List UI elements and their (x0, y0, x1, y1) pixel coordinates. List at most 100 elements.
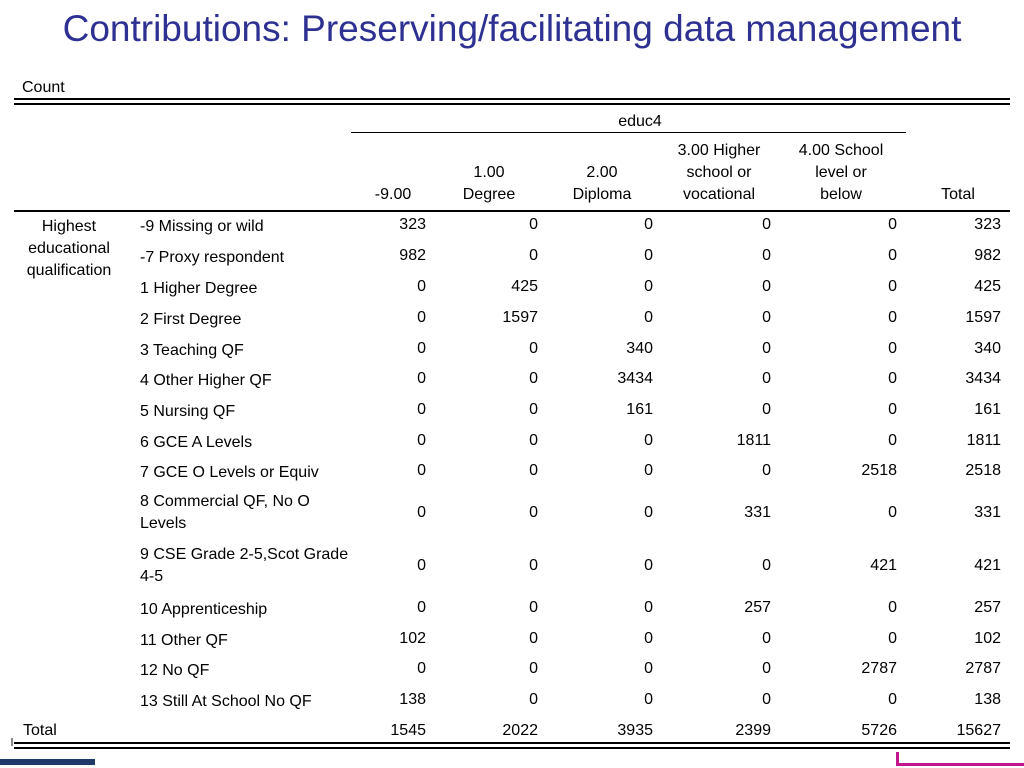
table-cell: 161 (974, 401, 1001, 418)
table-cell: 0 (644, 432, 653, 449)
table-cell: 0 (529, 340, 538, 357)
table-cell: 1597 (965, 309, 1001, 326)
table-cell: 2518 (965, 462, 1001, 479)
column-header-line: vocational (682, 186, 756, 203)
column-header-line: 2.00 (586, 164, 618, 181)
table-cell: 0 (762, 462, 771, 479)
row-label: 11 Other QF (140, 632, 228, 649)
column-header-line: 4.00 School (798, 142, 884, 159)
table-cell: 161 (626, 401, 653, 418)
column-header-line: Diploma (572, 186, 632, 203)
table-cell: 340 (626, 340, 653, 357)
table-cell: 0 (644, 504, 653, 521)
table-cell: 323 (974, 216, 1001, 233)
row-group-label: Highest educational qualification (14, 216, 124, 282)
table-cell: 1811 (966, 432, 1001, 449)
table-cell: 0 (644, 309, 653, 326)
table-cell: 0 (529, 462, 538, 479)
table-cell: 0 (888, 432, 897, 449)
row-label: 8 Commercial QF, No O Levels (140, 493, 310, 532)
total-cell: 2022 (502, 722, 538, 739)
table-row: 12 No QF 0 0 0 0 2787 2787 (0, 660, 1024, 691)
table-cell: 1811 (736, 432, 771, 449)
table-top-rule (14, 98, 1010, 100)
header-rule (14, 210, 1010, 212)
table-cell: 0 (417, 557, 426, 574)
column-header-line: 3.00 Higher (677, 142, 761, 159)
total-label: Total (23, 722, 57, 739)
table-cell: 340 (974, 340, 1001, 357)
table-cell: 0 (417, 309, 426, 326)
table-cell: 0 (762, 557, 771, 574)
table-cell: 0 (644, 599, 653, 616)
table-cell: 323 (399, 216, 426, 233)
column-header-3: 3.00 Higher school or vocational (654, 140, 784, 206)
column-header-4: 4.00 School level or below (776, 140, 906, 206)
table-cell: 0 (529, 216, 538, 233)
table-cell: 0 (644, 247, 653, 264)
column-header-line: below (820, 186, 862, 203)
row-label: 3 Teaching QF (140, 342, 244, 359)
table-cell: 102 (399, 630, 426, 647)
table-cell: 0 (417, 370, 426, 387)
slide-title: Contributions: Preserving/facilitating d… (62, 8, 962, 49)
table-cell: 2787 (861, 660, 897, 677)
table-cell: 0 (529, 599, 538, 616)
table-cell: 0 (529, 432, 538, 449)
row-group-line-1: Highest (41, 218, 97, 235)
table-cell: 331 (974, 504, 1001, 521)
table-cell: 0 (888, 691, 897, 708)
table-cell: 421 (974, 557, 1001, 574)
table-cell: 425 (511, 278, 538, 295)
total-cell: 3935 (617, 722, 653, 739)
table-cell: 0 (529, 401, 538, 418)
table-cell: 0 (762, 401, 771, 418)
total-cell: 5726 (861, 722, 897, 739)
table-cell: 0 (762, 691, 771, 708)
table-cell: 0 (888, 216, 897, 233)
table-cell: 0 (888, 630, 897, 647)
row-label: -7 Proxy respondent (140, 249, 285, 266)
table-cell: 0 (644, 216, 653, 233)
footer-bar-left (0, 759, 95, 765)
table-cell: 0 (888, 504, 897, 521)
column-header-line: -9.00 (374, 186, 412, 203)
table-cell: 0 (417, 340, 426, 357)
table-cell: 0 (529, 691, 538, 708)
row-label: 5 Nursing QF (140, 403, 236, 420)
table-row: 5 Nursing QF 0 0 161 0 0 161 (0, 401, 1024, 432)
row-label: 9 CSE Grade 2-5,Scot Grade 4-5 (140, 546, 349, 585)
table-cell: 0 (762, 278, 771, 295)
column-header-line: level or (815, 164, 867, 181)
table-row: 7 GCE O Levels or Equiv 0 0 0 0 2518 2518 (0, 462, 1024, 493)
column-header-line: 1.00 (473, 164, 505, 181)
table-bottom-rule-2 (14, 747, 1010, 749)
table-cell: 0 (762, 340, 771, 357)
table-cell: 421 (870, 557, 897, 574)
table-cell: 982 (399, 247, 426, 264)
table-top-rule-2 (14, 103, 1010, 105)
table-row: -7 Proxy respondent 982 0 0 0 0 982 (0, 247, 1024, 278)
table-cell: 0 (644, 660, 653, 677)
table-row: 10 Apprenticeship 0 0 0 257 0 257 (0, 599, 1024, 630)
table-bottom-rule (14, 742, 1010, 744)
row-label: 4 Other Higher QF (140, 372, 272, 389)
column-header-line: Total (941, 186, 975, 203)
table-cell: 2518 (861, 462, 897, 479)
table-row: 4 Other Higher QF 0 0 3434 0 0 3434 (0, 370, 1024, 401)
table-row: 8 Commercial QF, No O Levels 0 0 0 331 0 331 (0, 493, 1024, 546)
row-label: 13 Still At School No QF (140, 693, 312, 710)
table-row: 13 Still At School No QF 138 0 0 0 0 138 (0, 691, 1024, 722)
row-label: 6 GCE A Levels (140, 434, 253, 451)
column-header-line: school or (686, 164, 752, 181)
table-cell: 138 (974, 691, 1001, 708)
table-cell: 0 (762, 660, 771, 677)
table-cell: 0 (888, 340, 897, 357)
table-cell: 0 (644, 630, 653, 647)
table-cell: 0 (888, 599, 897, 616)
table-cell: 138 (399, 691, 426, 708)
table-row: 2 First Degree 0 1597 0 0 0 1597 (0, 309, 1024, 340)
table-cell: 0 (762, 370, 771, 387)
total-cell: 15627 (956, 722, 1002, 739)
table-cell: 102 (974, 630, 1001, 647)
